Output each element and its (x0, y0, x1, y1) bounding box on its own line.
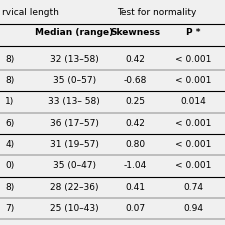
Text: 0.25: 0.25 (125, 97, 145, 106)
Text: -1.04: -1.04 (123, 161, 147, 171)
Text: 8): 8) (5, 76, 15, 85)
Text: 7): 7) (5, 204, 15, 213)
Text: 8): 8) (5, 183, 15, 192)
Text: 0): 0) (5, 161, 15, 171)
Text: 0.42: 0.42 (125, 55, 145, 63)
Text: 32 (13–58): 32 (13–58) (50, 55, 99, 63)
Text: 35 (0–57): 35 (0–57) (53, 76, 96, 85)
Text: 0.74: 0.74 (184, 183, 203, 192)
Text: 0.41: 0.41 (125, 183, 145, 192)
Text: 33 (13– 58): 33 (13– 58) (48, 97, 100, 106)
Text: 35 (0–47): 35 (0–47) (53, 161, 96, 171)
Text: P *: P * (186, 28, 201, 37)
Text: Median (range): Median (range) (35, 28, 113, 37)
Text: 1): 1) (5, 97, 15, 106)
Text: < 0.001: < 0.001 (175, 55, 212, 63)
Text: 0.94: 0.94 (184, 204, 203, 213)
Text: 0.80: 0.80 (125, 140, 145, 149)
Text: 0.014: 0.014 (181, 97, 206, 106)
Text: < 0.001: < 0.001 (175, 161, 212, 171)
Text: 4): 4) (5, 140, 15, 149)
Text: 25 (10–43): 25 (10–43) (50, 204, 99, 213)
Text: 0.42: 0.42 (125, 119, 145, 128)
Text: 28 (22–36): 28 (22–36) (50, 183, 99, 192)
Text: < 0.001: < 0.001 (175, 140, 212, 149)
Text: < 0.001: < 0.001 (175, 76, 212, 85)
Text: -0.68: -0.68 (123, 76, 147, 85)
Text: 0.07: 0.07 (125, 204, 145, 213)
Text: Skewness: Skewness (110, 28, 160, 37)
Text: 6): 6) (5, 119, 15, 128)
Text: Test for normality: Test for normality (117, 8, 196, 17)
Text: 36 (17–57): 36 (17–57) (50, 119, 99, 128)
Text: 8): 8) (5, 55, 15, 63)
Text: 31 (19–57): 31 (19–57) (50, 140, 99, 149)
Text: rvical length: rvical length (2, 8, 59, 17)
Text: < 0.001: < 0.001 (175, 119, 212, 128)
